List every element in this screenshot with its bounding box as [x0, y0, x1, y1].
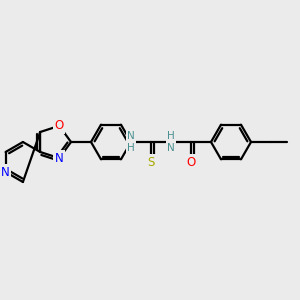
Text: N: N [55, 152, 64, 165]
Text: S: S [147, 155, 155, 169]
Text: O: O [186, 155, 196, 169]
Text: N
H: N H [127, 131, 135, 153]
Text: H
N: H N [167, 131, 175, 153]
Text: N: N [1, 166, 10, 178]
Text: O: O [55, 119, 64, 132]
